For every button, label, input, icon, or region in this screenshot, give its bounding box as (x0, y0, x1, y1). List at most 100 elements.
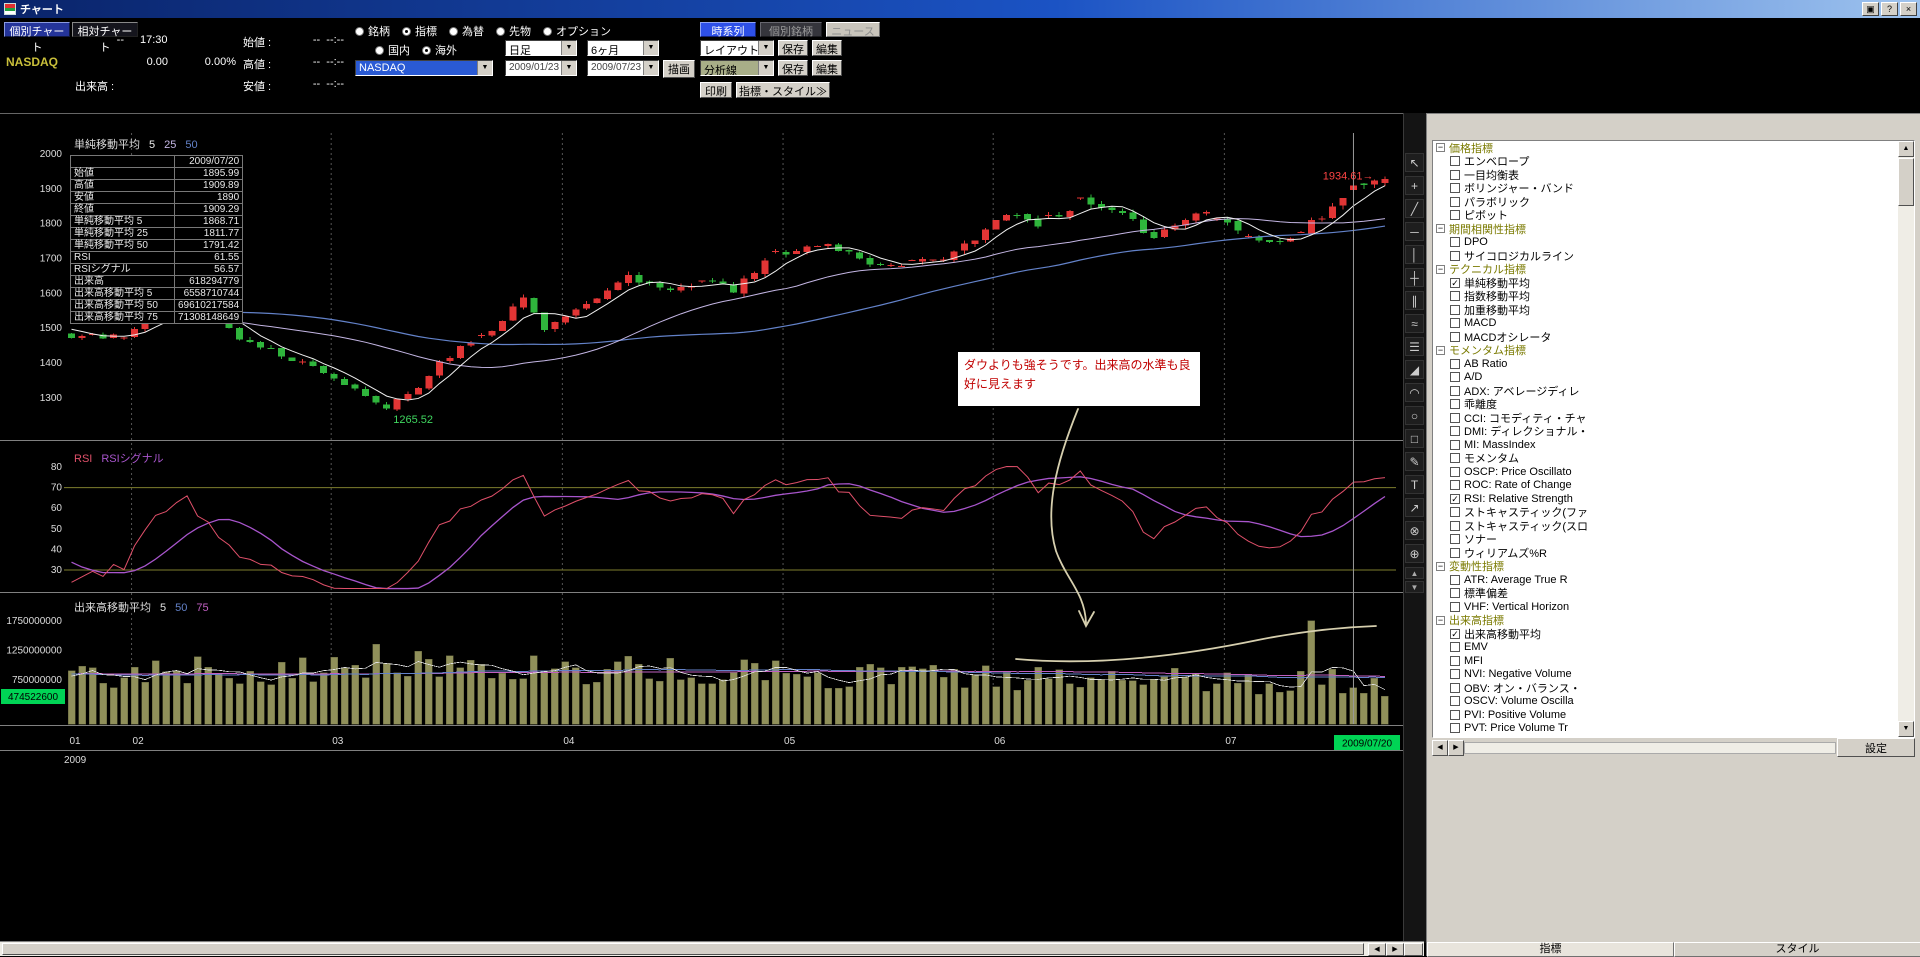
indicator-item[interactable]: 指数移動平均 (1433, 290, 1898, 303)
checkbox-icon[interactable] (1450, 642, 1460, 653)
user-note-annotation[interactable]: ダウよりも強そうです。出来高の水準も良好に見えます (958, 352, 1200, 406)
timeseries-button[interactable]: 時系列 (700, 22, 756, 38)
indicator-list-hscroll[interactable]: ◀ ▶ (1432, 740, 1915, 756)
zigzag-icon[interactable]: ≈ (1405, 314, 1424, 333)
news-button[interactable]: ニュース (826, 22, 880, 38)
checkbox-icon[interactable] (1450, 534, 1460, 545)
checkbox-icon[interactable] (1450, 601, 1460, 612)
indicator-item[interactable]: PVI: Positive Volume (1433, 708, 1898, 722)
checkbox-icon[interactable] (1450, 547, 1460, 558)
scroll-left-icon[interactable]: ◀ (1368, 943, 1386, 956)
pin-button[interactable]: ▣ (1862, 2, 1879, 16)
select-arrow-icon[interactable]: ↖ (1405, 153, 1424, 172)
scroll-down-icon[interactable]: ▼ (1898, 721, 1914, 737)
collapse-icon[interactable]: − (1436, 142, 1445, 153)
indicator-item[interactable]: CCI: コモディティ・チャ (1433, 411, 1898, 425)
checkbox-icon[interactable] (1450, 426, 1460, 437)
fibonacci-retracement-icon[interactable]: ☰ (1405, 337, 1424, 356)
indicator-item[interactable]: OBV: オン・バランス・ (1433, 681, 1898, 695)
checkbox-icon[interactable] (1450, 304, 1460, 315)
indicator-item[interactable]: MFI (1433, 654, 1898, 668)
indicator-item[interactable]: VHF: Vertical Horizon (1433, 600, 1898, 614)
radio-icon[interactable] (422, 45, 431, 55)
indicator-item[interactable]: PVT: Price Volume Tr (1433, 722, 1898, 736)
parallel-channel-icon[interactable]: ∥ (1405, 291, 1424, 310)
indicator-group[interactable]: − 変動性指標 (1433, 560, 1898, 573)
checkbox-icon[interactable]: ✓ (1450, 493, 1460, 504)
checkbox-icon[interactable] (1450, 372, 1460, 383)
rectangle-icon[interactable]: □ (1405, 429, 1424, 448)
layout-edit-button[interactable]: 編集 (812, 40, 842, 56)
indicator-item[interactable]: AB Ratio (1433, 357, 1898, 371)
indicator-item[interactable]: NVI: Negative Volume (1433, 668, 1898, 682)
checkbox-icon[interactable] (1450, 210, 1460, 221)
indicator-item[interactable]: ストキャスティック(ファ (1433, 506, 1898, 519)
checkbox-icon[interactable] (1450, 250, 1460, 261)
chevron-down-icon[interactable]: ▼ (643, 41, 658, 55)
indicator-item[interactable]: MACD (1433, 317, 1898, 331)
radio-icon[interactable] (355, 26, 364, 36)
indicator-list[interactable]: − 価格指標 エンベロープ 一目均衡表 ボリンジャー・バンド パラボリック ピボット − 期間相… (1432, 140, 1915, 738)
cross-line-icon[interactable]: ┼ (1405, 268, 1424, 287)
scroll-up-icon[interactable]: ▲ (1898, 141, 1914, 157)
indicator-item[interactable]: ✓ 出来高移動平均 (1433, 627, 1898, 641)
indicator-item[interactable]: ROC: Rate of Change (1433, 479, 1898, 493)
checkbox-icon[interactable] (1450, 696, 1460, 707)
collapse-icon[interactable]: − (1436, 560, 1445, 571)
scrollbar-track[interactable] (1464, 742, 1836, 754)
checkbox-icon[interactable] (1450, 723, 1460, 734)
collapse-icon[interactable]: − (1436, 344, 1445, 355)
checkbox-icon[interactable] (1450, 655, 1460, 666)
checkbox-icon[interactable] (1450, 183, 1460, 194)
scroll-right-icon[interactable]: ▶ (1386, 943, 1404, 956)
layout-combo[interactable]: レイアウト ▼ (700, 40, 774, 56)
date-from-combo[interactable]: 2009/01/23 ▼ (505, 60, 577, 76)
chevron-down-icon[interactable]: ▼ (561, 41, 576, 55)
chart-horizontal-scrollbar[interactable]: ◀ ▶ (0, 941, 1424, 956)
indicator-item[interactable]: 乖離度 (1433, 398, 1898, 411)
draw-button[interactable]: 描画 (663, 60, 695, 78)
region-radio-1[interactable]: 海外 (422, 42, 457, 58)
indicator-group[interactable]: − モメンタム指標 (1433, 344, 1898, 357)
tab-スタイル[interactable]: スタイル (1674, 942, 1920, 957)
arrow-icon[interactable]: ↗ (1405, 498, 1424, 517)
category-radio-1[interactable]: 指標 (402, 23, 437, 39)
indicator-group[interactable]: − 出来高指標 (1433, 614, 1898, 627)
indicator-item[interactable]: ATR: Average True R (1433, 573, 1898, 587)
indicator-item[interactable]: サイコロジカルライン (1433, 249, 1898, 263)
collapse-icon[interactable]: − (1436, 223, 1445, 234)
price-chart[interactable]: 01 02 03 04 05 06 07 2009 2000 1900 1800 1700 1600 15… (0, 113, 1403, 943)
indicator-item[interactable]: OSCV: Volume Oscilla (1433, 695, 1898, 709)
analysis-edit-button[interactable]: 編集 (812, 60, 842, 76)
checkbox-icon[interactable] (1450, 412, 1460, 423)
collapse-icon[interactable]: − (1436, 263, 1445, 274)
checkbox-icon[interactable] (1450, 709, 1460, 720)
indicator-item[interactable]: EMV (1433, 641, 1898, 655)
text-icon[interactable]: T (1405, 475, 1424, 494)
chevron-down-icon[interactable]: ▼ (643, 61, 658, 75)
scrollbar-thumb[interactable] (2, 943, 1364, 955)
category-radio-3[interactable]: 先物 (496, 23, 531, 39)
checkbox-icon[interactable] (1450, 385, 1460, 396)
category-radio-2[interactable]: 為替 (449, 23, 484, 39)
individual-chart-button[interactable]: 個別チャート (4, 22, 70, 54)
checkbox-icon[interactable] (1450, 439, 1460, 450)
checkbox-icon[interactable] (1450, 588, 1460, 599)
indicator-item[interactable]: ウィリアムズ%R (1433, 546, 1898, 560)
relative-chart-button[interactable]: 相対チャート (72, 22, 138, 54)
indicator-group[interactable]: − 価格指標 (1433, 141, 1898, 155)
indicator-item[interactable]: ピボット (1433, 209, 1898, 222)
radio-icon[interactable] (449, 26, 458, 36)
indicator-style-button[interactable]: 指標・スタイル≫ (736, 82, 830, 98)
analysis-line-combo[interactable]: 分析線 ▼ (700, 60, 774, 76)
individual-stock-button[interactable]: 個別銘柄 (760, 22, 822, 38)
checkbox-icon[interactable] (1450, 156, 1460, 167)
indicator-item[interactable]: ソナー (1433, 533, 1898, 546)
crosshair-icon[interactable]: + (1405, 176, 1424, 195)
scroll-left-icon[interactable]: ◀ (1432, 740, 1448, 756)
checkbox-icon[interactable] (1450, 169, 1460, 180)
checkbox-icon[interactable] (1450, 466, 1460, 477)
freehand-stroke[interactable] (1078, 610, 1095, 628)
checkbox-icon[interactable] (1450, 291, 1460, 302)
chevron-down-icon[interactable]: ▼ (477, 61, 492, 75)
